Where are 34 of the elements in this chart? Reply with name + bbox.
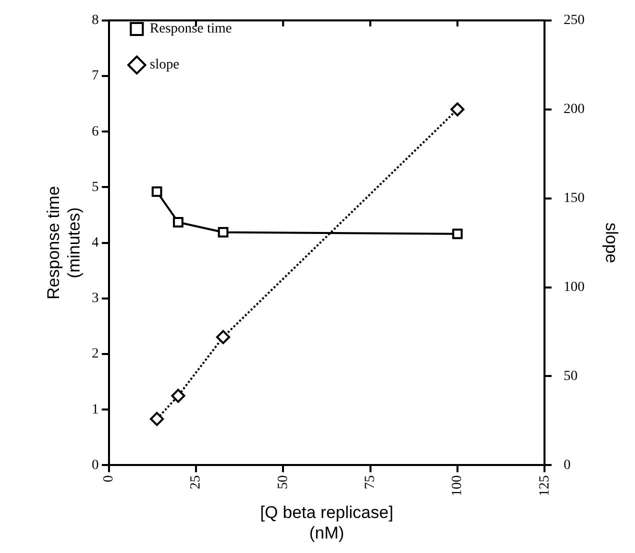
legend-label: slope — [150, 58, 180, 73]
point — [216, 330, 230, 344]
y2-tick-label: 250 — [564, 13, 585, 28]
point — [218, 226, 228, 238]
x-tick-label: 0 — [101, 475, 116, 482]
y-tick-label: 5 — [92, 180, 99, 195]
x-tick-label: 25 — [188, 475, 204, 490]
y-axis-title: Response time (minutes) — [44, 186, 84, 300]
x-tick-label: 75 — [362, 475, 378, 490]
y-tick-label: 1 — [92, 402, 99, 418]
point — [450, 102, 464, 116]
y2-tick-label: 0 — [564, 458, 571, 473]
y2-tick-label: 150 — [564, 190, 585, 206]
y2-tick-label: 200 — [564, 102, 585, 118]
point — [150, 412, 164, 426]
x-tick-label: 50 — [276, 475, 291, 490]
legend-label: Response time — [150, 22, 232, 37]
point — [172, 216, 184, 228]
y2-tick-label: 50 — [564, 368, 578, 384]
y-tick-label: 3 — [92, 291, 99, 306]
x-tick-label: 125 — [537, 475, 552, 496]
y2-tick-label: 100 — [564, 280, 585, 295]
y-tick-label: 2 — [92, 346, 99, 362]
point — [452, 228, 463, 240]
y-tick-label: 7 — [92, 68, 99, 84]
y-tick-label: 8 — [92, 13, 99, 28]
point — [171, 388, 186, 403]
y2-axis-title: slope — [602, 222, 622, 264]
y-tick-label: 0 — [92, 458, 99, 473]
point — [152, 186, 162, 197]
x-tick-label: 100 — [450, 475, 466, 496]
x-axis-title: [Q beta replicase] (nM) — [260, 503, 394, 542]
y-tick-label: 6 — [92, 124, 99, 140]
y-tick-label: 4 — [92, 235, 99, 250]
